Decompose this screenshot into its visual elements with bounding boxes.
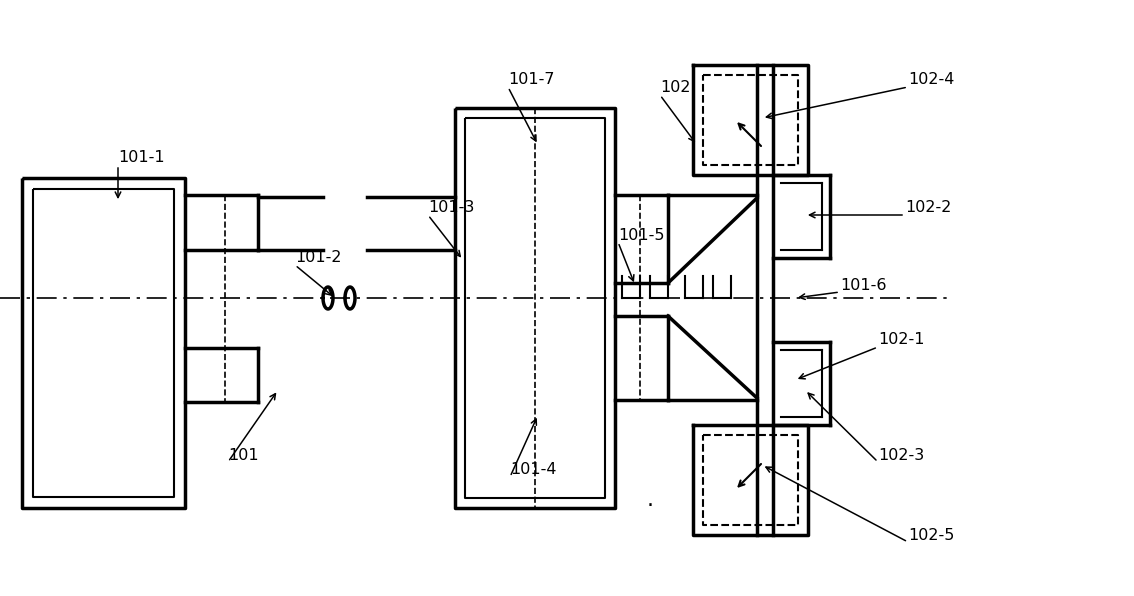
Text: 101-6: 101-6 [840,278,887,293]
Text: 101-7: 101-7 [508,73,555,88]
Text: 102-5: 102-5 [908,527,955,542]
Text: 102-4: 102-4 [908,73,955,88]
Text: 101-4: 101-4 [510,462,557,477]
Text: 101-3: 101-3 [428,200,474,216]
Text: 102-3: 102-3 [878,448,924,462]
Text: 101-5: 101-5 [618,228,665,243]
Text: 102: 102 [660,80,691,95]
Text: .: . [646,490,653,510]
Text: 102-2: 102-2 [905,200,951,216]
Text: 101-2: 101-2 [295,250,341,265]
Text: 101: 101 [228,448,259,462]
Text: 101-1: 101-1 [118,151,164,166]
Text: 102-1: 102-1 [878,333,924,347]
